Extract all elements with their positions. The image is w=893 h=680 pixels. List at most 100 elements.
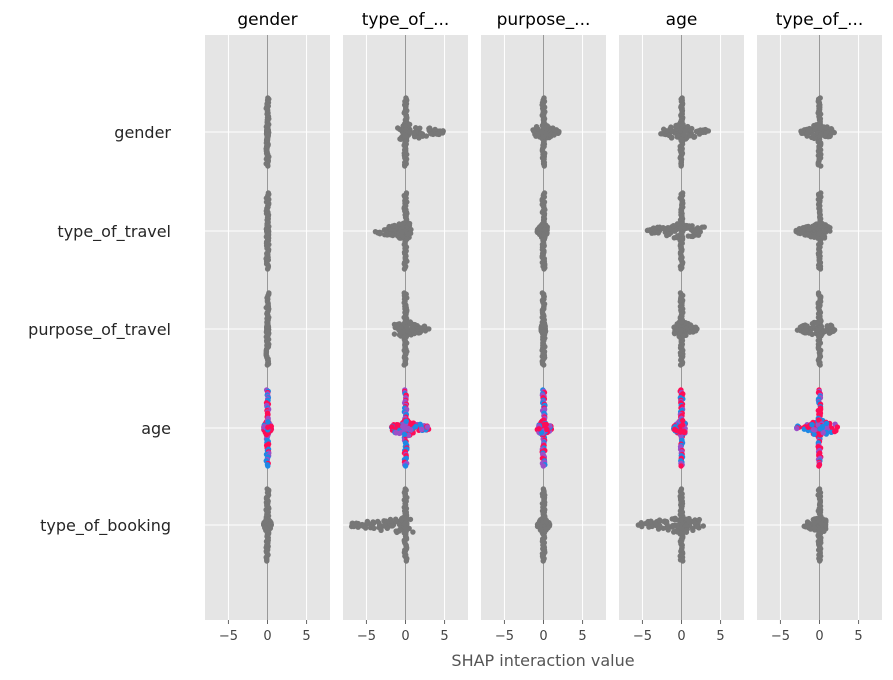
x-axis-label: SHAP interaction value	[451, 651, 634, 670]
x-tick-label: 0	[263, 629, 271, 644]
swarm-point	[797, 324, 804, 330]
swarm-point	[678, 266, 684, 272]
swarm-point	[818, 163, 824, 169]
swarm-point	[413, 423, 419, 430]
swarm-point	[264, 266, 271, 272]
swarm-point	[393, 518, 399, 524]
swarm-point	[666, 226, 673, 232]
swarm-point	[815, 327, 821, 333]
x-tick-label: −5	[771, 629, 790, 644]
swarm-point	[376, 229, 383, 236]
swarm-point	[397, 332, 403, 339]
swarm-point	[536, 426, 542, 432]
swarm-point	[678, 463, 684, 469]
swarm-point	[683, 529, 690, 535]
swarm-point	[830, 328, 837, 334]
swarm-point	[701, 224, 707, 230]
swarm-type_of_booking-1	[261, 486, 274, 564]
swarm-point	[428, 131, 434, 137]
swarm-point	[541, 421, 548, 427]
swarm-point	[401, 266, 408, 272]
swarm-age-1	[261, 387, 275, 469]
swarm-point	[360, 523, 366, 529]
swarm-point	[798, 128, 804, 134]
swarm-point	[679, 422, 686, 428]
swarm-point	[821, 528, 827, 534]
swarm-point	[671, 324, 677, 330]
swarm-point	[798, 229, 805, 235]
row-label: type_of_travel	[57, 222, 171, 242]
swarm-age-3	[534, 387, 555, 469]
swarm-point	[820, 429, 826, 436]
row-label: age	[141, 419, 171, 438]
swarm-purpose_of_travel-4	[671, 290, 700, 368]
swarm-point	[407, 319, 413, 325]
swarm-point	[264, 122, 271, 129]
swarm-point	[372, 228, 379, 235]
swarm-point	[678, 224, 684, 231]
swarm-point	[694, 523, 700, 530]
swarm-point	[401, 431, 408, 438]
swarm-point	[823, 420, 830, 427]
swarm-point	[381, 522, 388, 528]
swarm-type_of_travel-3	[534, 190, 550, 272]
swarm-point	[401, 362, 407, 368]
row-label: type_of_booking	[40, 516, 171, 536]
swarm-point	[660, 225, 666, 231]
swarm-point	[672, 516, 678, 523]
swarm-point	[419, 326, 425, 333]
swarm-point	[810, 426, 817, 433]
swarm-point	[410, 130, 417, 136]
swarm-point	[832, 428, 838, 435]
swarm-point	[403, 418, 409, 424]
swarm-point	[393, 429, 399, 436]
swarm-point	[384, 232, 390, 238]
swarm-point	[643, 520, 649, 527]
panel-title: purpose_...	[497, 10, 591, 30]
swarm-point	[665, 527, 671, 533]
swarm-point	[540, 232, 547, 238]
swarm-point	[804, 130, 811, 136]
swarm-type_of_booking-4	[635, 486, 706, 564]
swarm-point	[674, 122, 680, 129]
swarm-point	[398, 516, 405, 523]
swarm-point	[700, 523, 706, 529]
swarm-point	[415, 326, 421, 333]
swarm-point	[680, 558, 686, 564]
swarm-gender-3	[530, 95, 562, 169]
swarm-point	[541, 329, 548, 336]
swarm-point	[402, 463, 409, 469]
swarm-point	[822, 522, 829, 528]
swarm-point	[827, 228, 833, 234]
x-tick-label: 5	[854, 629, 862, 644]
swarm-point	[364, 520, 370, 526]
swarm-point	[685, 233, 692, 239]
swarm-point	[265, 163, 271, 169]
swarm-point	[396, 221, 402, 227]
swarm-age-5	[793, 387, 841, 469]
swarm-type_of_travel-2	[372, 190, 414, 272]
swarm-point	[265, 424, 271, 430]
swarm-point	[679, 417, 686, 424]
swarm-point	[678, 236, 684, 243]
swarm-point	[660, 126, 667, 132]
swarm-point	[687, 329, 693, 335]
swarm-point	[540, 133, 547, 140]
swarm-point	[810, 132, 816, 138]
swarm-type_of_booking-2	[348, 486, 416, 564]
swarm-point	[388, 232, 394, 238]
swarm-point	[687, 132, 693, 139]
swarm-age-2	[388, 387, 432, 469]
swarm-point	[264, 362, 271, 368]
swarm-point	[678, 318, 685, 325]
swarm-point	[691, 519, 698, 526]
swarm-point	[677, 429, 684, 435]
swarm-point	[673, 427, 679, 434]
swarm-point	[402, 163, 408, 169]
swarm-point	[409, 327, 415, 333]
swarm-point	[678, 231, 684, 237]
swarm-point	[823, 129, 830, 135]
swarm-point	[678, 136, 685, 142]
swarm-gender-4	[658, 95, 712, 169]
